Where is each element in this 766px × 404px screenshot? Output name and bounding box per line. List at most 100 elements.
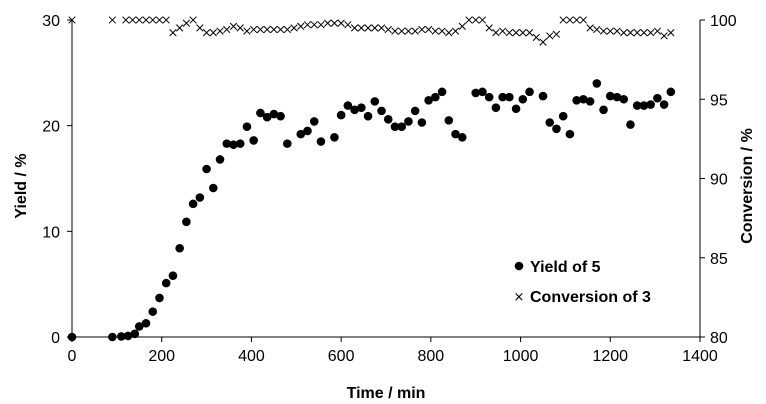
data-point-conversion — [431, 27, 439, 35]
data-point-conversion — [519, 29, 527, 37]
data-point-yield — [424, 96, 433, 105]
y-tick-label: 10 — [42, 224, 60, 241]
data-point-yield — [431, 92, 440, 102]
data-point-conversion — [660, 32, 668, 40]
data-point-yield — [195, 193, 205, 202]
data-point-yield — [666, 87, 676, 97]
data-point-yield — [222, 139, 232, 148]
data-point-yield — [538, 91, 548, 101]
data-point-yield — [471, 88, 481, 98]
data-point-conversion — [599, 27, 608, 35]
data-point-yield — [626, 120, 635, 129]
data-point-yield — [117, 332, 126, 341]
series-yield — [67, 79, 676, 342]
data-point-conversion — [169, 29, 177, 37]
data-point-yield — [283, 139, 292, 148]
data-point-yield — [565, 129, 575, 139]
data-point-yield — [444, 116, 454, 125]
data-point-conversion — [223, 25, 231, 34]
data-point-conversion — [182, 19, 191, 27]
data-point-conversion — [135, 16, 143, 24]
data-point-yield — [168, 271, 178, 281]
y-tick-label: 0 — [51, 330, 60, 347]
x-tick-label: 400 — [238, 348, 265, 365]
data-point-conversion — [317, 21, 325, 29]
data-point-conversion — [290, 24, 298, 32]
data-point-yield — [572, 96, 581, 105]
data-point-conversion — [283, 25, 291, 34]
data-point-yield — [188, 199, 198, 209]
data-point-conversion — [68, 16, 76, 24]
data-point-conversion — [647, 29, 655, 37]
data-point-conversion — [620, 29, 628, 37]
data-point-yield — [579, 94, 588, 104]
data-point-yield — [256, 108, 265, 118]
data-point-yield — [249, 136, 258, 145]
data-point-conversion — [465, 16, 473, 24]
data-point-yield — [316, 137, 326, 146]
data-point-conversion — [122, 16, 130, 24]
data-point-conversion — [559, 16, 567, 24]
data-point-yield — [659, 100, 669, 109]
data-point-conversion — [653, 27, 662, 35]
y2-tick-label: 80 — [710, 330, 728, 347]
data-point-conversion — [108, 16, 117, 24]
data-point-yield — [377, 106, 386, 116]
data-point-conversion — [472, 16, 480, 24]
data-point-yield — [343, 101, 353, 110]
data-point-yield — [599, 105, 608, 115]
y-axis-ticks: 0 10 20 30 — [42, 13, 72, 347]
data-point-conversion — [640, 29, 648, 37]
data-point-conversion — [371, 24, 379, 32]
x-axis-ticks: 0 200 400 600 800 1000 1200 1400 — [68, 337, 718, 365]
data-point-conversion — [445, 29, 453, 37]
data-point-yield — [141, 318, 151, 328]
data-point-yield — [182, 217, 191, 227]
y2-tick-label: 90 — [710, 172, 728, 189]
data-point-yield — [130, 329, 140, 339]
data-point-yield — [632, 101, 642, 110]
data-point-conversion — [243, 27, 251, 35]
x-tick-label: 1400 — [682, 348, 718, 365]
data-point-conversion — [498, 27, 507, 35]
y-tick-label: 30 — [42, 13, 60, 30]
data-point-yield — [491, 103, 501, 113]
legend-marker-conversion: × — [514, 290, 525, 305]
data-point-conversion — [593, 25, 601, 34]
data-point-conversion — [579, 16, 588, 24]
data-point-conversion — [189, 16, 197, 24]
data-point-conversion — [142, 16, 150, 24]
x-tick-label: 0 — [68, 348, 77, 365]
data-point-conversion — [613, 27, 621, 35]
legend-label-yield: Yield of 5 — [530, 259, 601, 276]
data-point-conversion — [505, 29, 514, 37]
data-point-yield — [525, 87, 534, 97]
data-point-conversion — [202, 29, 211, 37]
data-point-conversion — [485, 24, 493, 32]
data-point-conversion — [337, 19, 345, 27]
data-point-yield — [235, 139, 245, 148]
data-point-conversion — [364, 24, 372, 32]
data-point-yield — [209, 183, 218, 193]
data-point-conversion — [667, 29, 675, 37]
data-point-yield — [363, 111, 373, 121]
data-point-yield — [303, 126, 312, 136]
data-point-yield — [229, 140, 238, 149]
data-point-yield — [397, 122, 407, 132]
data-point-yield — [123, 331, 133, 341]
y2-axis-title: Conversion / % — [739, 128, 756, 244]
data-point-conversion — [451, 27, 460, 35]
data-point-conversion — [263, 25, 271, 34]
data-point-yield — [511, 104, 521, 114]
x-tick-label: 200 — [148, 348, 175, 365]
data-point-conversion — [357, 24, 365, 32]
data-point-conversion — [344, 21, 352, 29]
data-point-yield — [215, 155, 225, 164]
data-point-yield — [269, 109, 279, 119]
x-tick-label: 1000 — [503, 348, 539, 365]
x-tick-label: 600 — [328, 348, 355, 365]
data-point-conversion — [310, 21, 318, 29]
data-point-conversion — [216, 27, 224, 35]
data-point-yield — [484, 92, 494, 102]
